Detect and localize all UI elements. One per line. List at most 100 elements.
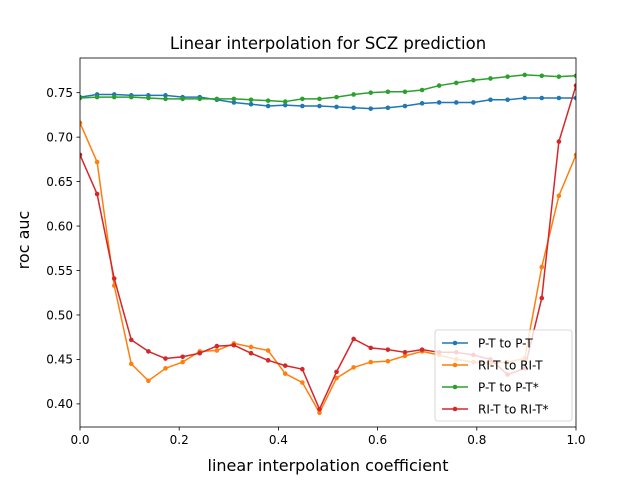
data-point-2-28 xyxy=(556,74,562,79)
x-tick-label-0: 0.0 xyxy=(70,433,89,447)
legend-entry-1: RI-T to RI-T xyxy=(478,358,543,372)
data-point-2-17 xyxy=(368,90,374,95)
data-point-3-3 xyxy=(128,337,134,343)
data-point-3-9 xyxy=(231,342,237,348)
data-point-2-18 xyxy=(385,89,391,95)
data-point-0-26 xyxy=(522,95,528,101)
data-point-3-10 xyxy=(248,350,254,356)
x-tick-label-2: 0.4 xyxy=(269,433,288,447)
data-point-0-17 xyxy=(368,106,374,111)
data-point-0-23 xyxy=(471,100,476,105)
legend-swatch-marker-1 xyxy=(452,362,458,368)
data-point-3-12 xyxy=(282,363,288,368)
x-axis-label: linear interpolation coefficient xyxy=(208,456,449,475)
y-tick-label-2: 0.50 xyxy=(46,308,73,322)
series-line-2 xyxy=(80,74,576,103)
data-point-2-26 xyxy=(522,72,528,78)
data-point-2-19 xyxy=(402,89,408,95)
data-point-3-18 xyxy=(385,347,391,352)
data-point-2-5 xyxy=(163,96,168,102)
data-point-1-5 xyxy=(163,366,168,371)
legend-swatch-marker-2 xyxy=(452,384,458,390)
legend: P-T to P-T RI-T to RI-T P-T to P-T* RI-T to… xyxy=(434,329,573,422)
data-point-3-19 xyxy=(402,350,408,355)
data-point-0-15 xyxy=(334,104,339,110)
data-point-1-12 xyxy=(282,371,288,376)
y-tick-label-5: 0.65 xyxy=(46,175,73,189)
legend-box xyxy=(434,329,573,422)
data-point-1-13 xyxy=(300,380,305,385)
legend-entry-3: RI-T to RI-T* xyxy=(478,402,549,416)
data-point-3-15 xyxy=(334,369,339,375)
data-point-1-29 xyxy=(573,152,576,158)
data-point-2-13 xyxy=(300,96,305,102)
data-point-2-2 xyxy=(111,94,117,100)
data-point-3-7 xyxy=(197,350,203,356)
data-point-2-24 xyxy=(488,76,493,81)
data-point-3-16 xyxy=(351,336,356,342)
data-point-2-7 xyxy=(197,96,203,102)
data-point-2-22 xyxy=(453,80,459,86)
chart-title: Linear interpolation for SCZ prediction xyxy=(170,34,486,53)
data-point-0-19 xyxy=(402,103,408,109)
data-point-0-21 xyxy=(436,100,442,105)
data-point-0-13 xyxy=(300,103,305,109)
y-tick-label-4: 0.60 xyxy=(46,219,73,233)
data-point-3-4 xyxy=(146,349,151,354)
data-point-0-11 xyxy=(265,103,271,109)
data-point-3-6 xyxy=(180,354,185,360)
data-point-1-3 xyxy=(128,361,134,367)
data-point-1-19 xyxy=(402,353,408,359)
data-point-2-1 xyxy=(94,94,100,100)
data-point-0-22 xyxy=(453,100,459,105)
data-point-1-15 xyxy=(334,375,339,381)
data-point-2-11 xyxy=(265,98,271,103)
y-tick-label-7: 0.75 xyxy=(46,86,73,100)
data-point-2-27 xyxy=(539,73,545,79)
data-point-0-12 xyxy=(282,102,288,108)
x-tick-label-4: 0.8 xyxy=(467,433,486,447)
data-point-3-20 xyxy=(419,347,425,352)
data-point-1-10 xyxy=(248,344,254,350)
data-point-0-10 xyxy=(248,101,254,107)
data-point-2-15 xyxy=(334,94,339,100)
data-point-3-17 xyxy=(368,345,374,351)
data-point-2-16 xyxy=(351,92,356,97)
data-point-2-29 xyxy=(573,73,576,79)
y-tick-label-6: 0.70 xyxy=(46,130,73,144)
data-point-3-27 xyxy=(539,295,545,301)
data-point-0-28 xyxy=(556,95,562,101)
x-tick-label-3: 0.6 xyxy=(368,433,387,447)
data-point-0-27 xyxy=(539,95,545,101)
data-point-3-28 xyxy=(556,139,562,144)
data-point-3-2 xyxy=(111,276,117,281)
y-axis-label: roc auc xyxy=(14,211,33,270)
data-point-3-8 xyxy=(214,343,220,349)
data-point-2-23 xyxy=(471,77,476,83)
data-point-1-18 xyxy=(385,358,391,364)
data-point-2-12 xyxy=(282,99,288,104)
data-point-1-6 xyxy=(180,359,185,365)
data-point-1-27 xyxy=(539,264,545,270)
x-tick-label-5: 1.0 xyxy=(566,433,585,447)
data-point-3-0 xyxy=(80,152,83,158)
data-point-2-14 xyxy=(317,96,322,102)
data-point-2-20 xyxy=(419,87,425,93)
data-point-1-17 xyxy=(368,359,374,365)
data-point-1-4 xyxy=(146,378,151,384)
data-point-2-3 xyxy=(128,94,134,100)
data-point-1-11 xyxy=(265,348,271,353)
data-point-0-16 xyxy=(351,105,356,111)
axes: 0.0 0.2 0.4 0.6 0.8 1.0 0.40 0.45 0.50 0.55 0.60 0.… xyxy=(46,57,586,447)
x-tick-label-1: 0.2 xyxy=(170,433,189,447)
data-point-2-9 xyxy=(231,96,237,102)
legend-entry-2: P-T to P-T* xyxy=(478,380,539,394)
data-point-2-25 xyxy=(505,74,510,79)
data-point-3-11 xyxy=(265,358,271,363)
data-point-1-8 xyxy=(214,348,220,353)
data-point-0-20 xyxy=(419,101,425,106)
data-point-2-0 xyxy=(80,95,83,101)
data-point-0-18 xyxy=(385,105,391,111)
